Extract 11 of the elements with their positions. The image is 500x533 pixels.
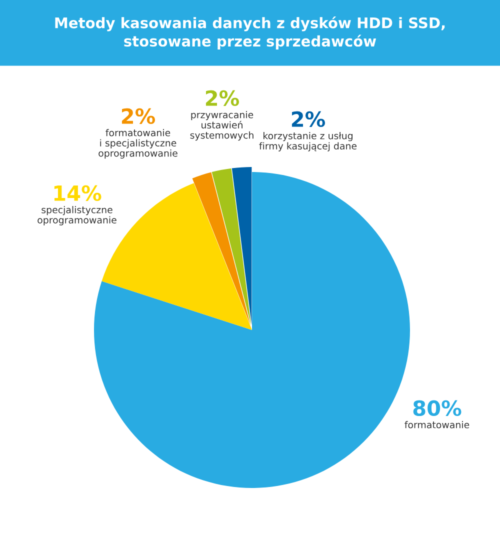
data-label: 80% — [413, 400, 462, 416]
data-label: 2% — [292, 111, 326, 128]
data-label: 14% — [54, 185, 102, 202]
slice-label: formatowanie — [404, 421, 470, 428]
slice-label: specjalistyczne oprogramowanie — [38, 206, 116, 226]
slice-label: korzystanie z usług firmy kasującej dane — [259, 132, 357, 152]
slice-label: formatowanie i specjalistyczne oprogramowanie — [98, 129, 178, 159]
data-label: 2% — [206, 90, 240, 106]
data-label: 2% — [122, 108, 156, 124]
slice-label: przywracanie ustawień systemowych — [190, 111, 254, 141]
chart-title: Metody kasowania danych z dysków HDD i SSD, stosowane przez sprzedawców — [55, 16, 445, 50]
